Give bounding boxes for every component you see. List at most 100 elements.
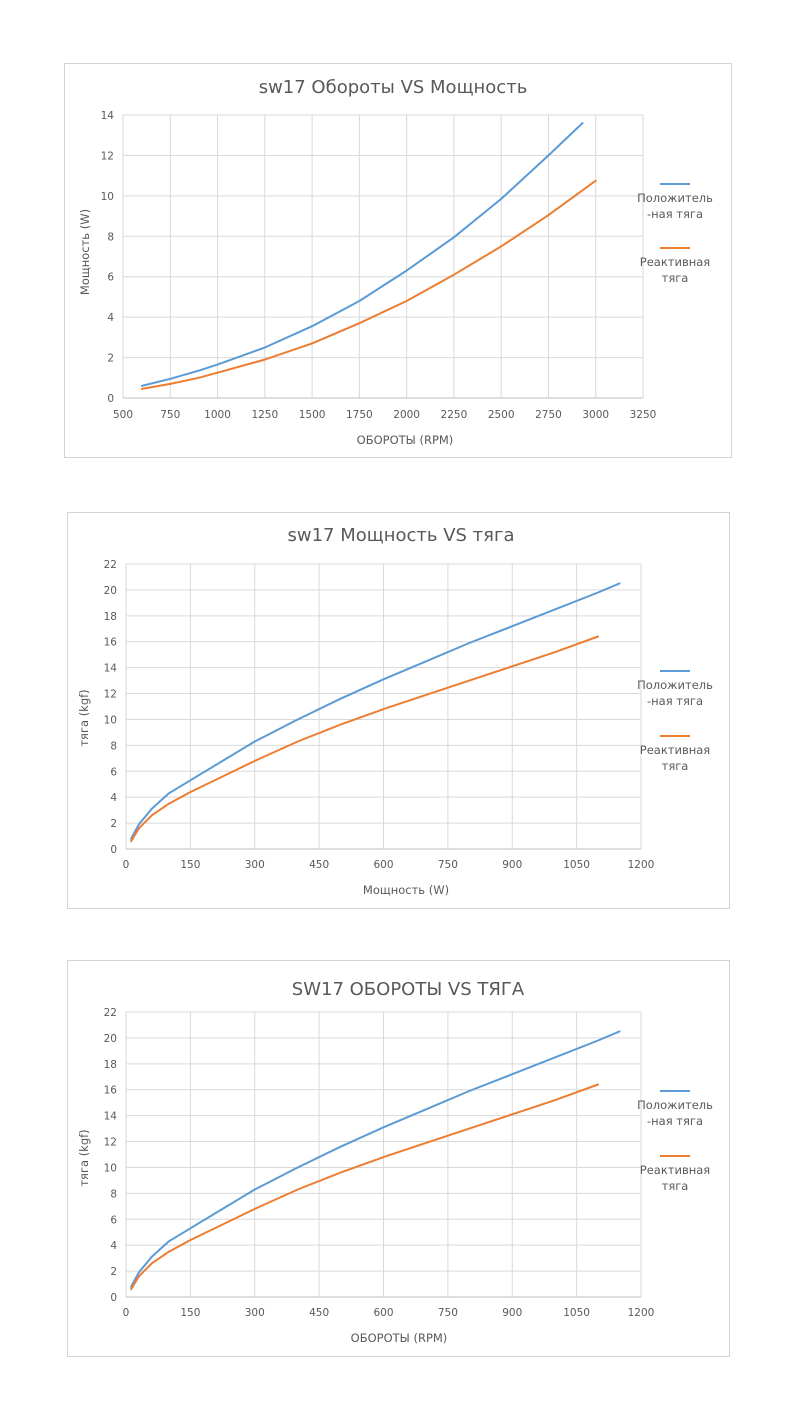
chart-rpm-vs-thrust: SW17 ОБОРОТЫ VS ТЯГА ОБОРОТЫ (RPM) тяга … bbox=[67, 960, 730, 1357]
x-tick-label: 450 bbox=[309, 1307, 329, 1319]
y-tick-label: 20 bbox=[104, 1033, 117, 1045]
x-tick-label: 0 bbox=[123, 1307, 130, 1319]
x-axis-label: ОБОРОТЫ (RPM) bbox=[351, 1331, 448, 1345]
y-tick-label: 22 bbox=[104, 1007, 117, 1019]
legend-item: Реактивная тяга bbox=[640, 735, 710, 773]
x-tick-label: 750 bbox=[438, 1307, 458, 1319]
x-axis-label: ОБОРОТЫ (RPM) bbox=[357, 433, 454, 447]
x-tick-label: 3250 bbox=[630, 409, 657, 421]
chart-canvas: SW17 ОБОРОТЫ VS ТЯГА ОБОРОТЫ (RPM) тяга … bbox=[77, 979, 713, 1345]
x-tick-label: 750 bbox=[438, 859, 458, 871]
y-tick-label: 14 bbox=[104, 1111, 118, 1123]
y-tick-label: 0 bbox=[107, 393, 114, 405]
legend-label: -ная тяга bbox=[647, 694, 703, 708]
y-tick-label: 12 bbox=[101, 150, 114, 162]
y-tick-label: 10 bbox=[104, 714, 117, 726]
legend-label: Реактивная bbox=[640, 743, 710, 757]
chart-rpm-vs-power: sw17 Обороты VS Мощность ОБОРОТЫ (RPM) М… bbox=[64, 63, 732, 458]
x-tick-label: 300 bbox=[245, 1307, 265, 1319]
legend-item: Реактивная тяга bbox=[640, 1155, 710, 1193]
chart-title: sw17 Обороты VS Мощность bbox=[259, 77, 528, 98]
y-tick-label: 16 bbox=[104, 637, 118, 649]
series-line-2 bbox=[130, 1083, 600, 1291]
legend-label: -ная тяга bbox=[647, 207, 703, 221]
x-tick-label: 1750 bbox=[346, 409, 373, 421]
chart-power-vs-thrust: sw17 Мощность VS тяга Мощность (W) тяга … bbox=[67, 512, 730, 909]
y-axis-label: Мощность (W) bbox=[78, 209, 92, 295]
y-tick-label: 2 bbox=[107, 353, 114, 365]
y-tick-label: 20 bbox=[104, 585, 117, 597]
legend-label: -ная тяга bbox=[647, 1114, 703, 1128]
x-tick-label: 600 bbox=[373, 859, 393, 871]
legend-item: Положитель -ная тяга bbox=[637, 670, 713, 708]
x-tick-label: 500 bbox=[113, 409, 133, 421]
x-tick-label: 150 bbox=[180, 859, 200, 871]
legend-label: Реактивная bbox=[640, 1163, 710, 1177]
x-tick-label: 0 bbox=[123, 859, 130, 871]
y-tick-label: 4 bbox=[107, 312, 114, 324]
series-line-1 bbox=[140, 122, 584, 387]
legend-label: Положитель bbox=[637, 1098, 713, 1112]
y-axis-label: тяга (kgf) bbox=[77, 689, 91, 746]
legend-item: Положитель -ная тяга bbox=[637, 1090, 713, 1128]
x-tick-label: 1000 bbox=[204, 409, 231, 421]
x-tick-label: 2000 bbox=[393, 409, 420, 421]
legend-label: тяга bbox=[662, 1179, 689, 1193]
y-axis-label: тяга (kgf) bbox=[77, 1129, 91, 1186]
legend-label: тяга bbox=[662, 271, 689, 285]
x-tick-label: 600 bbox=[373, 1307, 393, 1319]
y-tick-label: 14 bbox=[101, 110, 115, 122]
x-tick-label: 2500 bbox=[488, 409, 515, 421]
y-tick-label: 0 bbox=[110, 1292, 117, 1304]
y-tick-label: 16 bbox=[104, 1085, 118, 1097]
series-line-1 bbox=[130, 582, 621, 840]
y-tick-label: 6 bbox=[110, 766, 117, 778]
x-tick-label: 1250 bbox=[251, 409, 278, 421]
y-tick-label: 2 bbox=[110, 818, 117, 830]
legend-label: Реактивная bbox=[640, 255, 710, 269]
y-tick-label: 0 bbox=[110, 844, 117, 856]
y-tick-label: 4 bbox=[110, 1240, 117, 1252]
series-line-1 bbox=[130, 1030, 621, 1288]
x-tick-label: 750 bbox=[160, 409, 180, 421]
chart-canvas: sw17 Обороты VS Мощность ОБОРОТЫ (RPM) М… bbox=[78, 77, 713, 447]
series-line-2 bbox=[130, 635, 600, 843]
y-tick-label: 10 bbox=[104, 1162, 117, 1174]
x-axis-label: Мощность (W) bbox=[363, 883, 449, 897]
x-tick-label: 1050 bbox=[563, 1307, 590, 1319]
chart-canvas: sw17 Мощность VS тяга Мощность (W) тяга … bbox=[77, 525, 713, 897]
y-tick-label: 8 bbox=[110, 740, 117, 752]
y-tick-label: 18 bbox=[104, 611, 117, 623]
chart-title: sw17 Мощность VS тяга bbox=[288, 525, 515, 546]
y-tick-label: 6 bbox=[107, 272, 114, 284]
y-tick-label: 10 bbox=[101, 191, 114, 203]
x-tick-label: 1200 bbox=[628, 859, 655, 871]
legend-label: Положитель bbox=[637, 678, 713, 692]
gridlines bbox=[122, 114, 644, 399]
x-tick-label: 1500 bbox=[299, 409, 326, 421]
legend-label: тяга bbox=[662, 759, 689, 773]
y-tick-label: 2 bbox=[110, 1266, 117, 1278]
x-tick-label: 450 bbox=[309, 859, 329, 871]
x-tick-label: 2750 bbox=[535, 409, 562, 421]
series-line-2 bbox=[140, 179, 597, 390]
legend-item: Положитель -ная тяга bbox=[637, 183, 713, 221]
y-tick-label: 22 bbox=[104, 559, 117, 571]
y-tick-label: 18 bbox=[104, 1059, 117, 1071]
x-tick-label: 1200 bbox=[628, 1307, 655, 1319]
x-tick-label: 900 bbox=[502, 1307, 522, 1319]
x-tick-label: 2250 bbox=[441, 409, 468, 421]
y-tick-label: 14 bbox=[104, 663, 118, 675]
y-tick-label: 4 bbox=[110, 792, 117, 804]
legend-item: Реактивная тяга bbox=[640, 247, 710, 285]
x-tick-label: 300 bbox=[245, 859, 265, 871]
legend-label: Положитель bbox=[637, 191, 713, 205]
x-tick-label: 3000 bbox=[582, 409, 609, 421]
y-tick-label: 12 bbox=[104, 689, 117, 701]
x-tick-label: 150 bbox=[180, 1307, 200, 1319]
y-tick-label: 8 bbox=[110, 1188, 117, 1200]
chart-title: SW17 ОБОРОТЫ VS ТЯГА bbox=[292, 979, 525, 1000]
x-tick-label: 900 bbox=[502, 859, 522, 871]
y-tick-label: 8 bbox=[107, 231, 114, 243]
y-tick-label: 12 bbox=[104, 1137, 117, 1149]
